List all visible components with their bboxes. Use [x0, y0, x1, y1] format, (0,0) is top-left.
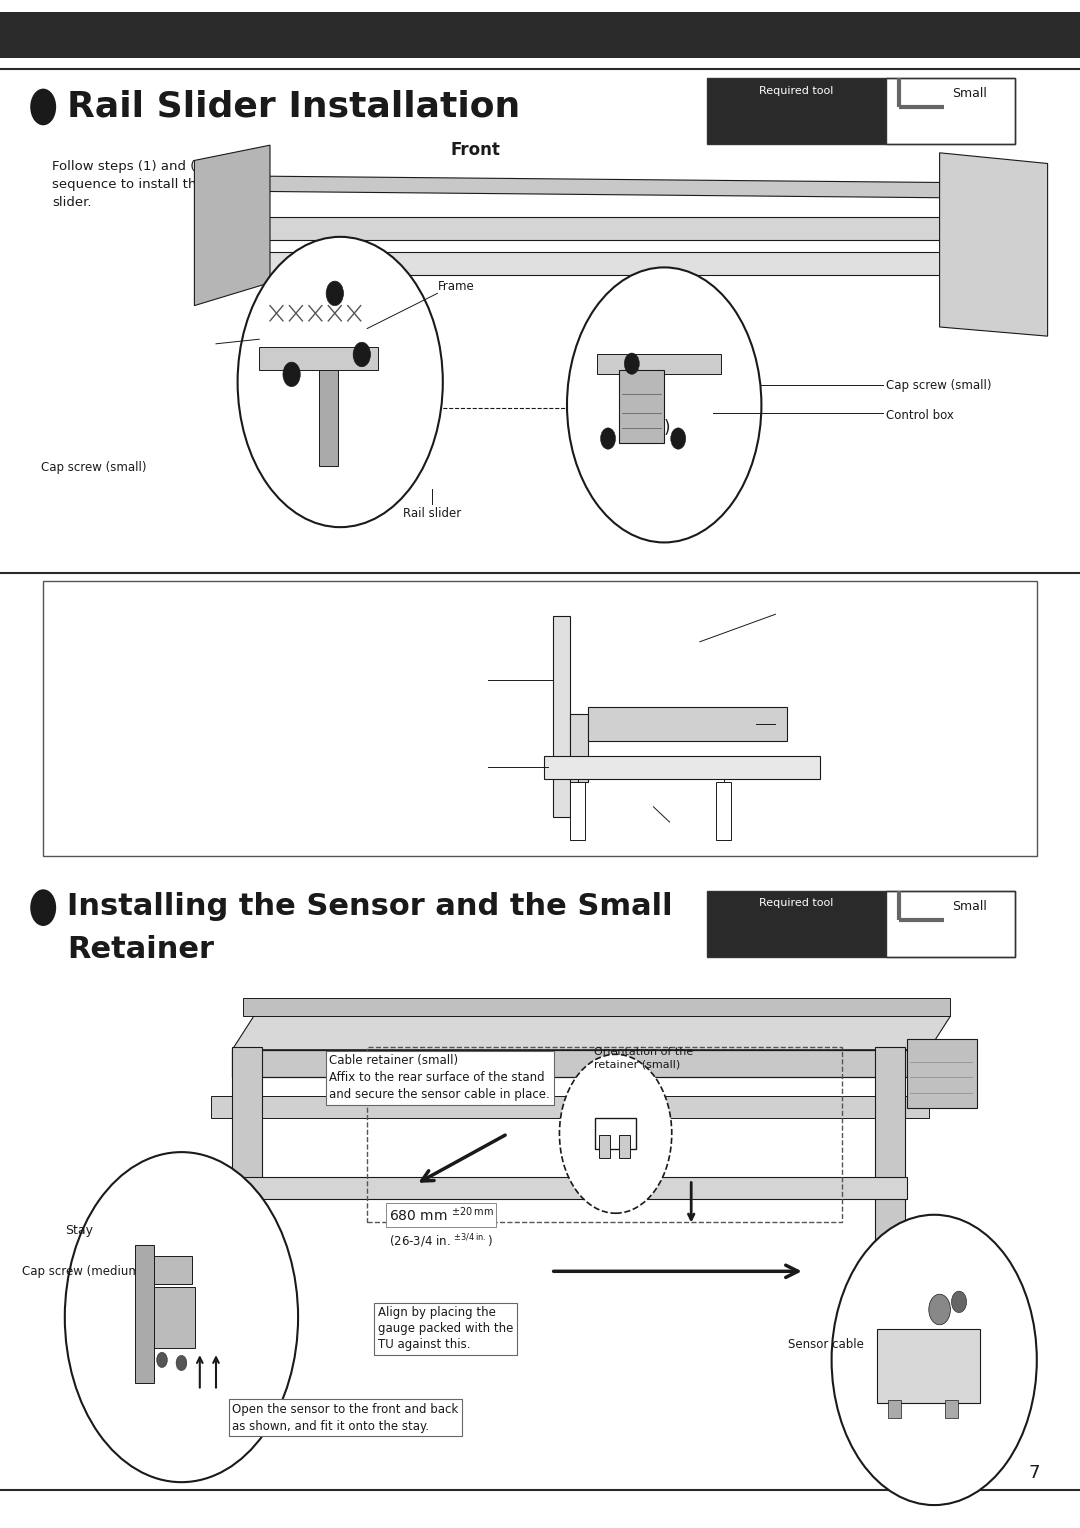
Polygon shape: [194, 145, 270, 306]
Text: Cap screw (medium): Cap screw (medium): [22, 1265, 144, 1277]
Bar: [619, 370, 664, 443]
Text: Sensor cable: Sensor cable: [788, 1339, 864, 1351]
Circle shape: [929, 1294, 950, 1325]
Bar: [570, 714, 588, 782]
Circle shape: [353, 342, 370, 367]
Polygon shape: [875, 1314, 923, 1413]
Bar: [544, 756, 820, 779]
Circle shape: [832, 1215, 1037, 1505]
Text: Stand leg: Stand leg: [430, 674, 486, 686]
Bar: [707, 78, 886, 144]
Polygon shape: [205, 1329, 262, 1406]
Circle shape: [238, 237, 443, 527]
Circle shape: [600, 428, 616, 449]
Text: Open the sensor to the front and back
as shown, and fit it onto the stay.: Open the sensor to the front and back as…: [232, 1403, 458, 1433]
Bar: [319, 351, 338, 466]
Bar: [599, 1135, 610, 1158]
Text: Cap screw (small): Cap screw (small): [672, 819, 778, 831]
Text: Frame: Frame: [778, 709, 814, 721]
Bar: [211, 1096, 929, 1118]
Bar: [886, 78, 1015, 144]
Text: Stay: Stay: [65, 1224, 93, 1236]
Circle shape: [30, 89, 56, 125]
Text: Frame: Frame: [437, 280, 474, 293]
Bar: [597, 354, 721, 374]
Text: Small: Small: [953, 87, 987, 101]
Circle shape: [559, 1054, 672, 1213]
Bar: [154, 1256, 192, 1284]
Circle shape: [671, 428, 686, 449]
Bar: [570, 782, 585, 840]
Text: Top View: Top View: [545, 596, 621, 611]
Bar: [135, 1245, 154, 1383]
Circle shape: [624, 353, 639, 374]
Text: Small: Small: [953, 900, 987, 914]
Circle shape: [951, 1291, 967, 1313]
Text: Installing the Sensor and the Small: Installing the Sensor and the Small: [67, 892, 673, 921]
Circle shape: [283, 362, 300, 387]
Text: 7: 7: [1028, 1464, 1040, 1482]
Text: Align by placing the
gauge packed with the
TU against this.: Align by placing the gauge packed with t…: [378, 1306, 513, 1351]
Polygon shape: [940, 153, 1048, 336]
Text: Retainer: Retainer: [67, 935, 214, 964]
Text: (2): (2): [281, 350, 305, 368]
Text: Front: Front: [450, 141, 500, 159]
Bar: [888, 1400, 901, 1418]
Bar: [707, 891, 886, 957]
Text: Rail slider: Rail slider: [428, 758, 486, 770]
Bar: [232, 1177, 907, 1199]
Text: Cable retainer (small)
Affix to the rear surface of the stand
and secure the sen: Cable retainer (small) Affix to the rear…: [329, 1054, 550, 1102]
Text: Rail slider: Rail slider: [403, 507, 461, 521]
Circle shape: [30, 889, 56, 926]
Bar: [553, 616, 570, 817]
Bar: [232, 1047, 262, 1329]
Circle shape: [326, 281, 343, 306]
Text: Orientation of the
retainer (small): Orientation of the retainer (small): [594, 1047, 693, 1070]
Polygon shape: [205, 217, 1037, 240]
Bar: [907, 1039, 977, 1108]
Bar: [716, 782, 731, 840]
Text: If the screw holes for the small cap screws do
not line up, loosen all screws at: If the screw holes for the small cap scr…: [59, 596, 340, 697]
Bar: [588, 707, 787, 741]
Bar: [232, 1050, 929, 1077]
Bar: [43, 581, 1037, 856]
Circle shape: [65, 1152, 298, 1482]
Bar: [707, 891, 1015, 957]
Bar: [875, 1047, 905, 1314]
Polygon shape: [205, 252, 1037, 275]
Text: 680 mm $^{\pm 20\,\mathrm{mm}}$: 680 mm $^{\pm 20\,\mathrm{mm}}$: [389, 1206, 494, 1224]
Text: Cap screw (small): Cap screw (small): [41, 461, 147, 474]
Text: Rail Slider Installation: Rail Slider Installation: [67, 90, 521, 124]
Circle shape: [157, 1352, 167, 1368]
Text: Required tool: Required tool: [759, 86, 834, 96]
Bar: [367, 1047, 842, 1222]
Polygon shape: [216, 176, 1037, 199]
Circle shape: [567, 267, 761, 542]
Bar: [154, 1287, 195, 1348]
Bar: [877, 1329, 980, 1403]
Text: Cap screw (small): Cap screw (small): [886, 379, 991, 391]
Bar: [707, 78, 1015, 144]
Text: Required tool: Required tool: [759, 898, 834, 909]
Bar: [595, 1118, 636, 1149]
Bar: [886, 891, 1015, 957]
Bar: [243, 998, 950, 1016]
Text: (1): (1): [648, 419, 672, 437]
Circle shape: [176, 1355, 187, 1371]
Bar: [945, 1400, 958, 1418]
Text: (26-3/4 in. $^{\pm 3/4\,\mathrm{in.}}$): (26-3/4 in. $^{\pm 3/4\,\mathrm{in.}}$): [389, 1232, 492, 1250]
Text: Control box: Control box: [886, 410, 954, 422]
Bar: [259, 347, 378, 370]
Bar: [619, 1135, 630, 1158]
Polygon shape: [232, 1016, 950, 1050]
Bar: [0, 12, 1080, 58]
Text: Follow steps (1) and (2) in
sequence to install the rail
slider.: Follow steps (1) and (2) in sequence to …: [52, 160, 230, 209]
Text: Loosen
(Screws lined up in
the vertical direction): Loosen (Screws lined up in the vertical …: [778, 604, 899, 639]
